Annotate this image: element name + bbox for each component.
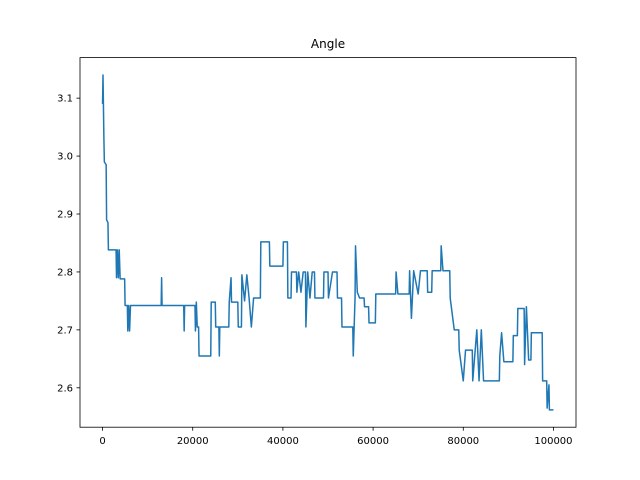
y-tick-label: 3.1 <box>57 94 73 105</box>
x-tick-label: 20000 <box>177 436 209 447</box>
x-tick-label: 0 <box>99 436 105 447</box>
y-tick-label: 3.0 <box>57 152 73 163</box>
x-tick-label: 40000 <box>267 436 299 447</box>
y-tick-label: 2.9 <box>57 210 73 221</box>
y-tick-label: 2.6 <box>57 383 73 394</box>
y-tick-label: 2.8 <box>57 267 73 278</box>
axes-frame <box>79 57 577 428</box>
data-line <box>101 74 554 411</box>
x-tick-label: 100000 <box>534 436 572 447</box>
y-tick-label: 2.7 <box>57 325 73 336</box>
x-tick-label: 60000 <box>357 436 389 447</box>
x-tick-label: 80000 <box>447 436 479 447</box>
chart-title: Angle <box>311 37 345 51</box>
